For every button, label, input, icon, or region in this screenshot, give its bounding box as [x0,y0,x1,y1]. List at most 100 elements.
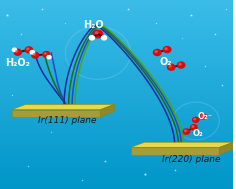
Circle shape [27,48,29,50]
Bar [0,126,233,128]
Bar [0,44,233,46]
Bar [0,129,233,131]
Circle shape [25,47,33,53]
Bar [0,43,233,44]
Bar [0,55,233,57]
Circle shape [89,36,94,40]
Bar [0,24,233,25]
Bar [0,77,233,79]
Bar [0,159,233,161]
Bar [0,184,233,186]
Bar [0,84,233,85]
Bar [0,186,233,187]
Bar [0,79,233,80]
Bar [0,8,233,9]
Bar [0,32,233,33]
Bar [0,38,233,39]
Circle shape [31,51,35,54]
Circle shape [169,66,171,67]
Bar [0,22,233,24]
Bar [0,183,233,184]
Text: Ir(220) plane: Ir(220) plane [162,155,221,164]
Bar [0,128,233,129]
Bar [0,162,233,164]
Bar [0,175,233,176]
Bar [0,91,233,93]
Bar [0,80,233,82]
Bar [0,156,233,157]
Circle shape [202,115,203,116]
Bar [0,178,233,180]
Circle shape [177,62,185,68]
Bar [0,124,233,126]
Bar [0,50,233,52]
Bar [0,180,233,181]
Bar [0,71,233,72]
Bar [0,46,233,47]
Bar [0,154,233,156]
Polygon shape [12,110,100,117]
Bar [0,35,233,36]
Text: H₂O: H₂O [83,20,103,29]
Circle shape [33,53,35,55]
Bar [0,33,233,35]
Bar [0,153,233,154]
Bar [0,25,233,27]
Circle shape [185,130,186,132]
Bar [0,167,233,169]
Bar [0,14,233,16]
Bar [0,72,233,74]
Bar [0,146,233,148]
Bar [0,9,233,11]
Bar [0,145,233,146]
Bar [0,142,233,143]
Bar [0,132,233,134]
Circle shape [101,36,107,40]
Bar [0,3,233,5]
Bar [0,112,233,113]
Bar [0,47,233,49]
Bar [0,187,233,189]
Bar [0,28,233,30]
Bar [0,66,233,68]
Bar [0,169,233,170]
Bar [0,76,233,77]
Bar [0,5,233,6]
Polygon shape [219,142,233,155]
Bar [0,164,233,165]
Bar [0,93,233,94]
Text: Ir(111) plane: Ir(111) plane [38,115,97,125]
Bar [0,170,233,172]
Bar [0,90,233,91]
Bar [0,60,233,61]
Bar [0,140,233,142]
Bar [0,123,233,124]
Bar [0,172,233,173]
Bar [0,69,233,71]
Bar [0,58,233,60]
Bar [0,181,233,183]
Circle shape [193,117,199,122]
Circle shape [30,50,34,54]
Bar [0,136,233,137]
Bar [0,101,233,102]
Bar [0,117,233,118]
Bar [0,121,233,123]
Bar [0,109,233,110]
Bar [0,143,233,145]
Circle shape [192,126,194,127]
Bar [0,115,233,117]
Bar [0,104,233,105]
Bar [0,165,233,167]
Bar [0,61,233,63]
Bar [0,53,233,55]
Bar [0,19,233,20]
Bar [0,102,233,104]
Bar [0,150,233,151]
Circle shape [153,49,161,56]
Text: O₂: O₂ [160,57,172,67]
Circle shape [200,114,206,119]
Bar [0,87,233,88]
Bar [0,2,233,3]
Circle shape [168,64,175,70]
